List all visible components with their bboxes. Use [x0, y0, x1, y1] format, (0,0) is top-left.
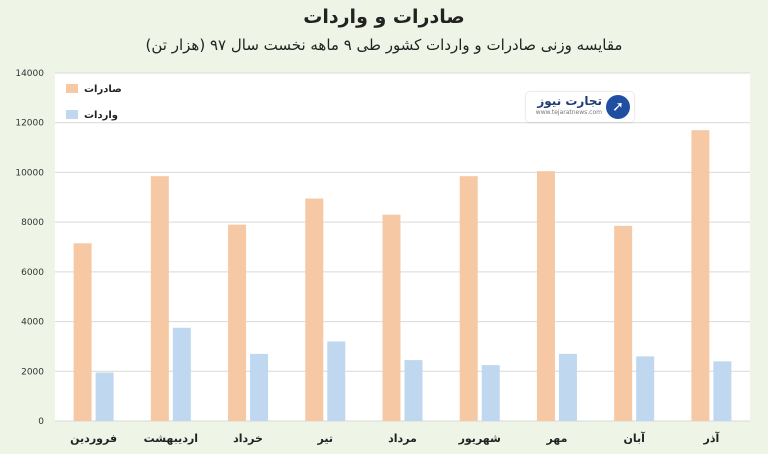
y-tick-label: 8000 [21, 218, 44, 228]
watermark-brand: تجارت نیوز [537, 94, 602, 108]
bar-imports [481, 365, 500, 421]
legend: صادرات واردات [66, 84, 122, 121]
y-axis-ticks: 0 2000 4000 6000 8000 10000 12000 14000 [15, 69, 44, 427]
x-category-label: خرداد [233, 432, 263, 445]
x-category-label: مهر [545, 432, 567, 445]
chart-title: صادرات و واردات [303, 6, 465, 28]
bar-exports [691, 130, 710, 421]
x-category-label: تیر [317, 432, 333, 445]
legend-label: صادرات [84, 84, 122, 95]
bar-exports [73, 243, 92, 421]
x-axis-categories: فروردین اردیبهشت خرداد تیر مرداد شهریور مهر آبا… [70, 431, 719, 445]
bar-imports [172, 327, 191, 421]
legend-label: واردات [84, 110, 118, 121]
bar-imports [636, 356, 655, 421]
bar-imports [404, 360, 423, 421]
x-category-label: فروردین [70, 432, 117, 445]
y-tick-label: 12000 [15, 119, 44, 129]
y-tick-label: 10000 [15, 168, 44, 178]
x-category-label: آذر [703, 431, 720, 445]
plot-area [55, 73, 750, 421]
bar-imports [250, 353, 269, 421]
y-tick-label: 4000 [21, 318, 44, 328]
x-category-label: اردیبهشت [144, 432, 198, 445]
bar-imports [327, 341, 346, 421]
x-category-label: شهریور [458, 432, 501, 445]
bar-exports [459, 176, 478, 421]
bar-imports [558, 353, 577, 421]
bar-imports [95, 372, 114, 421]
watermark-logo: تجارت نیوز www.tejaratnews.com ➚ [526, 92, 634, 122]
bar-exports [536, 171, 555, 421]
bar-exports [150, 176, 169, 421]
bar-exports [614, 225, 633, 421]
y-tick-label: 6000 [21, 268, 44, 278]
bars [73, 130, 732, 421]
legend-swatch [66, 110, 78, 119]
y-tick-label: 0 [38, 417, 44, 427]
chart-subtitle: مقایسه وزنی صادرات و واردات کشور طی ۹ ما… [145, 36, 623, 54]
bar-exports [228, 224, 247, 421]
watermark-url: www.tejaratnews.com [535, 109, 602, 116]
x-category-label: مرداد [388, 432, 417, 445]
arrow-logo-icon: ➚ [606, 95, 630, 119]
y-tick-label: 2000 [21, 367, 44, 377]
y-tick-label: 14000 [15, 69, 44, 79]
legend-swatch [66, 84, 78, 93]
bar-imports [713, 361, 732, 421]
bar-exports [305, 198, 324, 421]
grid-lines [55, 72, 750, 422]
x-category-label: آبان [623, 431, 645, 445]
bar-exports [382, 214, 401, 421]
